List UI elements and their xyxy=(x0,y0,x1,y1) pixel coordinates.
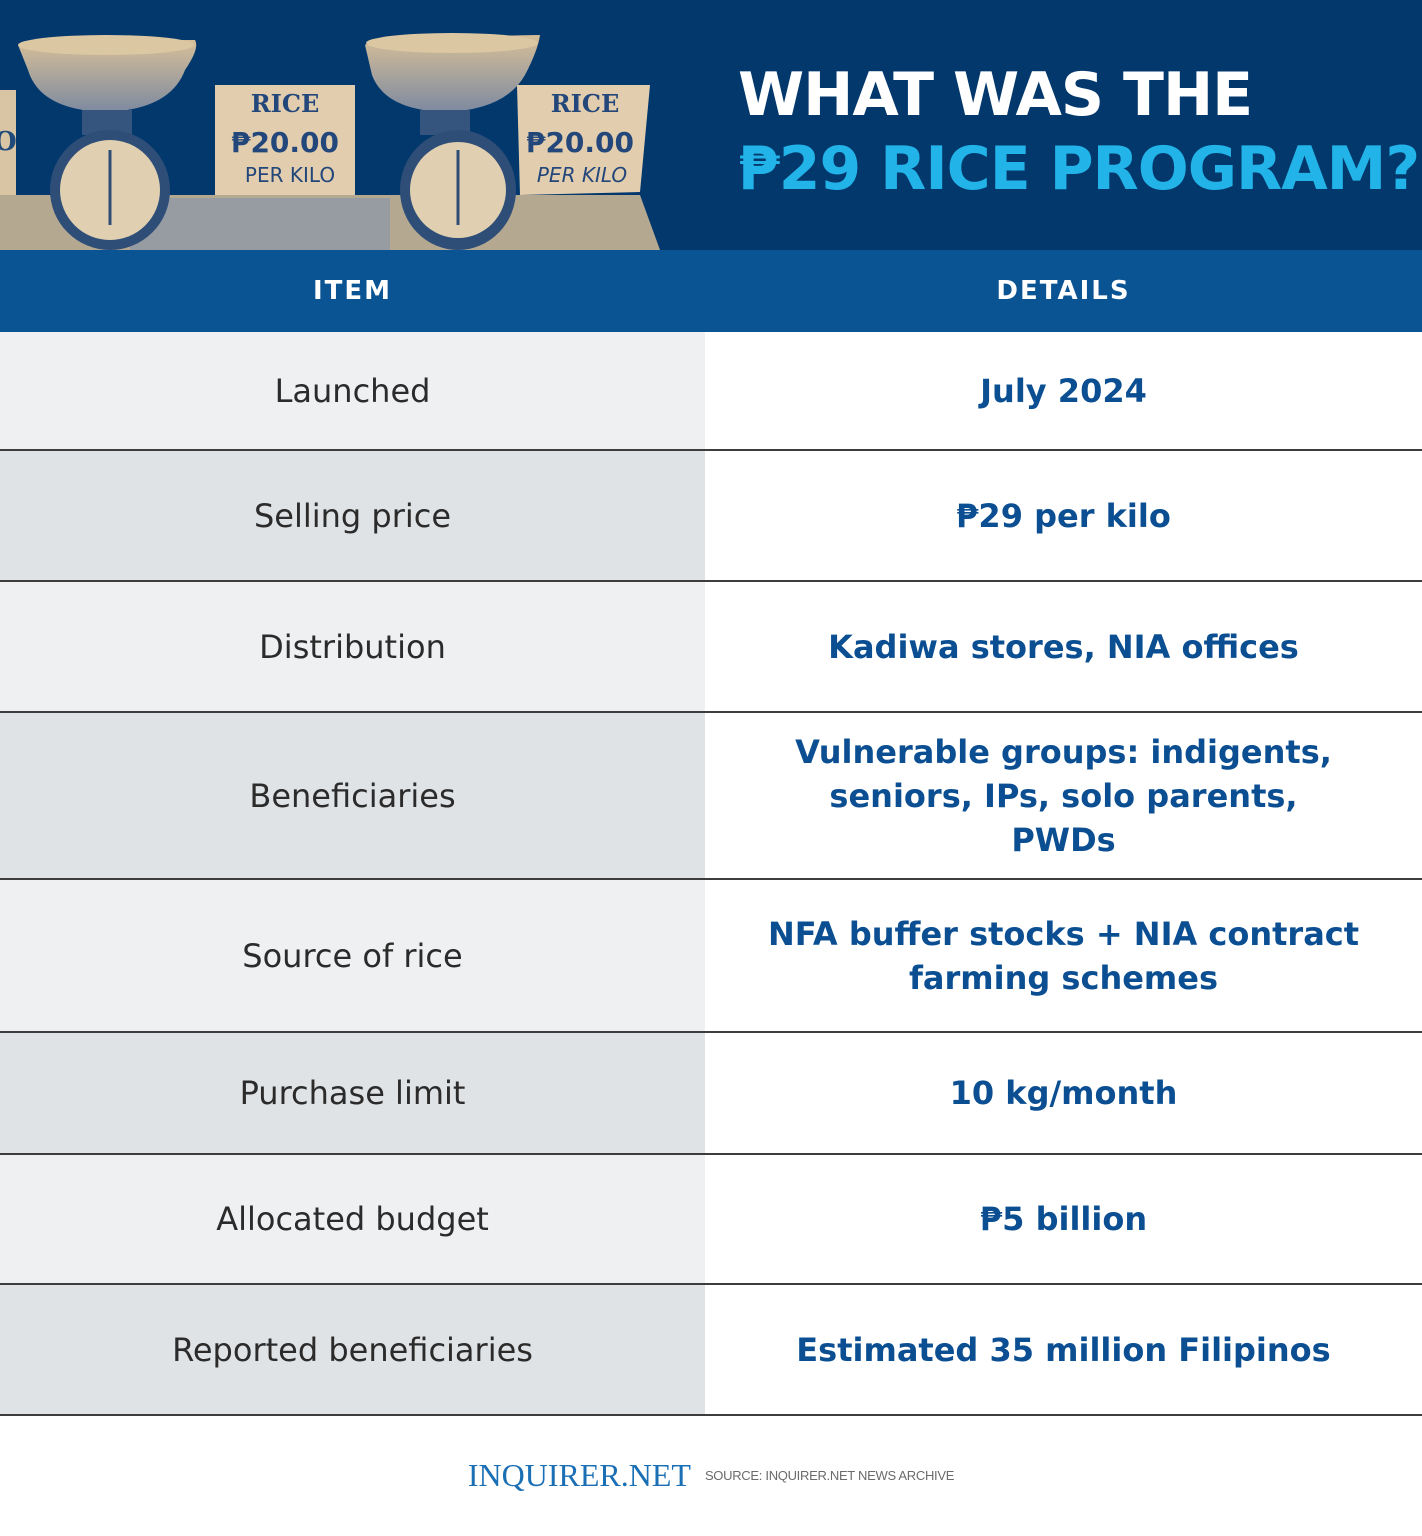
row-item: Launched xyxy=(0,332,705,449)
row-details: Estimated 35 million Filipinos xyxy=(705,1285,1422,1414)
svg-text:₱20.00: ₱20.00 xyxy=(231,126,339,159)
table-row: Selling price ₱29 per kilo xyxy=(0,451,1422,582)
svg-text:PER KILO: PER KILO xyxy=(245,163,335,187)
row-item: Purchase limit xyxy=(0,1033,705,1153)
svg-text:PER KILO: PER KILO xyxy=(537,163,627,187)
inquirer-logo: INQUIRER.NET xyxy=(467,1456,691,1493)
footer: INQUIRER.NET SOURCE: INQUIRER.NET NEWS A… xyxy=(0,1416,1422,1534)
row-details: ₱5 billion xyxy=(705,1155,1422,1283)
title-line-2: ₱29 RICE PROGRAM? xyxy=(738,134,1420,204)
source-credit: SOURCE: INQUIRER.NET NEWS ARCHIVE xyxy=(704,1467,955,1483)
row-item: Beneficiaries xyxy=(0,713,705,878)
table-row: Reported beneficiaries Estimated 35 mill… xyxy=(0,1285,1422,1416)
table-row: Allocated budget ₱5 billion xyxy=(0,1155,1422,1285)
row-item: Source of rice xyxy=(0,880,705,1031)
row-item: Distribution xyxy=(0,582,705,711)
row-item: Selling price xyxy=(0,451,705,580)
svg-text:₱20.00: ₱20.00 xyxy=(526,126,634,159)
table-column-headers: ITEM DETAILS xyxy=(0,250,1422,332)
row-details: 10 kg/month xyxy=(705,1033,1422,1153)
svg-text:RICE: RICE xyxy=(251,89,320,118)
row-details: Kadiwa stores, NIA offices xyxy=(705,582,1422,711)
row-details: ₱29 per kilo xyxy=(705,451,1422,580)
row-item: Allocated budget xyxy=(0,1155,705,1283)
svg-text:O: O xyxy=(0,127,17,157)
column-header-details: DETAILS xyxy=(996,276,1131,306)
row-details: Vulnerable groups: indigents, seniors, I… xyxy=(705,713,1422,878)
title-line-1: WHAT WAS THE xyxy=(738,60,1253,130)
table-row: Launched July 2024 xyxy=(0,332,1422,451)
rice-scales-photo: O RICE ₱20.00 PER KILO RICE ₱20.00 PER K… xyxy=(0,33,660,250)
table-row: Purchase limit 10 kg/month xyxy=(0,1033,1422,1155)
page-title: WHAT WAS THE ₱29 RICE PROGRAM? xyxy=(738,58,1420,206)
column-header-item: ITEM xyxy=(312,276,393,306)
table-row: Source of rice NFA buffer stocks + NIA c… xyxy=(0,880,1422,1033)
header-banner: O RICE ₱20.00 PER KILO RICE ₱20.00 PER K… xyxy=(0,0,1422,250)
svg-text:RICE: RICE xyxy=(551,89,620,118)
table-row: Beneficiaries Vulnerable groups: indigen… xyxy=(0,713,1422,880)
row-item: Reported beneficiaries xyxy=(0,1285,705,1414)
table-row: Distribution Kadiwa stores, NIA offices xyxy=(0,582,1422,713)
row-details: NFA buffer stocks + NIA contract farming… xyxy=(705,880,1422,1031)
row-details: July 2024 xyxy=(705,332,1422,449)
info-table: Launched July 2024 Selling price ₱29 per… xyxy=(0,332,1422,1416)
